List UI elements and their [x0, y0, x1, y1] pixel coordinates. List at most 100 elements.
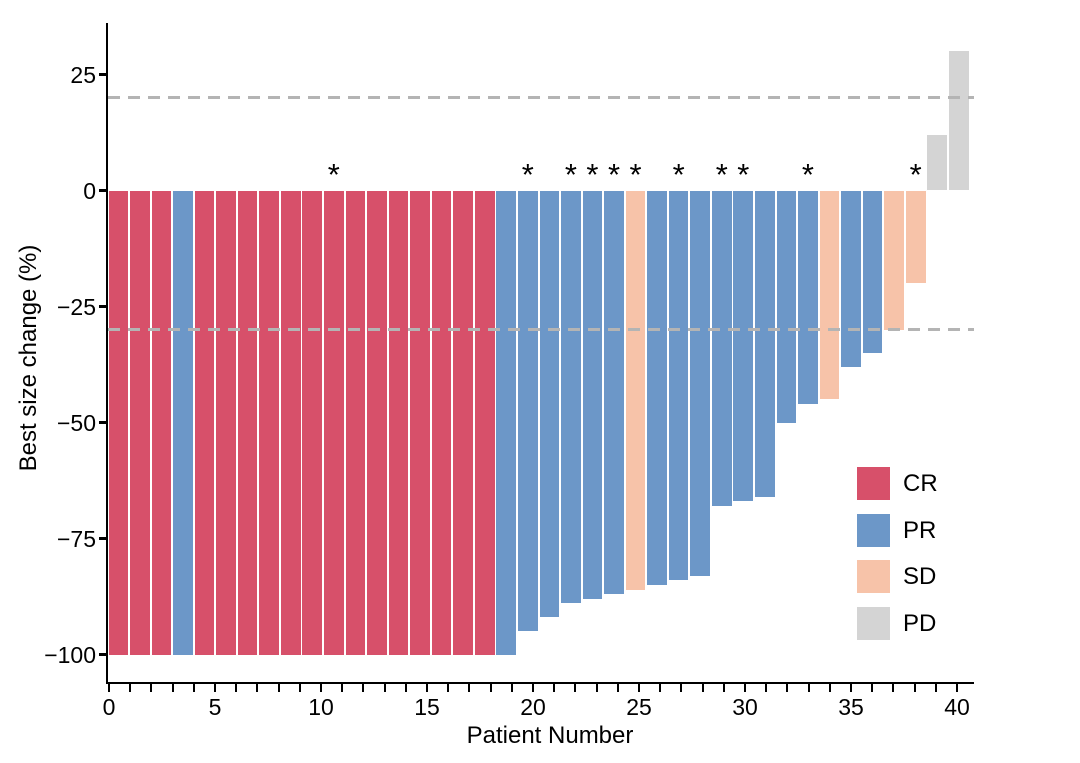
y-axis-tick [99, 537, 106, 540]
bar-patient-33 [798, 190, 818, 404]
y-tick-label: −25 [56, 293, 96, 320]
bar-patient-27 [668, 190, 689, 581]
x-tick-label: 10 [308, 694, 334, 720]
bar-patient-1 [108, 190, 129, 655]
x-axis-tick [765, 684, 768, 692]
bar-patient-16 [431, 190, 452, 655]
x-axis-tick [532, 684, 534, 692]
bar-patient-23 [582, 190, 603, 599]
y-tick-label: 0 [83, 177, 96, 204]
bar-patient-13 [367, 190, 387, 655]
x-axis-tick [214, 684, 216, 692]
asterisk-annotation: * [564, 157, 577, 192]
asterisk-annotation: * [672, 157, 685, 192]
bar-patient-19 [496, 190, 517, 655]
y-axis-tick [99, 653, 106, 656]
y-axis-tick [99, 305, 106, 308]
bar-patient-21 [539, 190, 560, 618]
bar-patient-14 [388, 190, 409, 655]
y-tick-label: −50 [56, 409, 96, 436]
legend-label: CR [903, 470, 938, 497]
x-axis-tick [574, 684, 577, 692]
y-axis-tick [99, 73, 106, 76]
bar-patient-34 [819, 190, 840, 400]
bar-patient-40 [948, 51, 969, 191]
bar-patient-15 [410, 190, 430, 655]
asterisk-annotation: * [521, 157, 534, 192]
bar-patient-9 [280, 190, 301, 655]
legend-row-cr: CR [857, 467, 997, 500]
dashed-reference-line [108, 328, 974, 332]
bar-patient-24 [604, 190, 624, 595]
legend-swatch-pd [857, 606, 890, 640]
x-axis-tick [404, 684, 407, 692]
bar-patient-39 [927, 134, 948, 191]
x-axis-tick [807, 684, 810, 692]
bar-patient-31 [755, 190, 775, 497]
bar-patient-35 [841, 190, 861, 367]
x-axis-line [105, 681, 974, 685]
x-tick-label: 15 [414, 694, 440, 720]
x-axis-tick [701, 684, 704, 692]
x-axis-tick [510, 684, 513, 692]
dashed-reference-line [108, 96, 974, 100]
x-axis-tick [850, 684, 852, 692]
legend-swatch-cr [857, 467, 890, 500]
bar-patient-20 [517, 190, 538, 632]
y-axis-tick [99, 189, 106, 192]
bar-patient-6 [216, 190, 236, 655]
bar-patient-5 [194, 190, 215, 655]
bar-patient-32 [776, 190, 797, 423]
x-axis-tick [192, 684, 195, 692]
x-axis-tick [426, 684, 428, 692]
legend-label: PD [903, 609, 937, 637]
bar-patient-37 [884, 190, 904, 330]
bar-patient-38 [905, 190, 926, 284]
x-axis-tick [150, 684, 153, 692]
bar-patient-29 [711, 190, 732, 507]
y-axis-line [105, 23, 109, 683]
x-axis-tick [659, 684, 662, 692]
bar-patient-11 [324, 190, 344, 655]
x-tick-label: 30 [732, 694, 758, 720]
bar-patient-7 [237, 190, 258, 655]
x-axis-tick [320, 684, 322, 692]
bar-patient-2 [130, 190, 150, 655]
x-axis-tick [638, 684, 640, 692]
legend-row-pd: PD [857, 606, 997, 640]
x-axis-tick [383, 684, 386, 692]
x-axis-tick [934, 684, 937, 692]
asterisk-annotation: * [327, 157, 340, 192]
y-axis-tick [99, 421, 106, 424]
x-axis-tick [341, 684, 344, 692]
x-tick-label: 5 [208, 694, 222, 720]
bar-patient-25 [625, 190, 646, 590]
x-axis-tick [108, 684, 110, 692]
y-tick-label: −75 [56, 525, 96, 552]
x-axis-tick [722, 684, 725, 692]
legend-row-pr: PR [857, 513, 997, 547]
asterisk-annotation: * [607, 157, 621, 192]
x-tick-label: 20 [520, 694, 546, 720]
asterisk-annotation: * [801, 157, 814, 192]
x-axis-tick [786, 684, 789, 692]
x-axis-tick [595, 684, 598, 692]
x-axis-tick [956, 684, 958, 692]
asterisk-annotation: * [715, 157, 728, 192]
x-axis-tick [744, 684, 746, 692]
x-axis-tick [447, 684, 450, 692]
x-axis-tick [235, 684, 238, 692]
bar-patient-22 [561, 190, 581, 604]
x-axis-tick [468, 684, 471, 692]
x-axis-tick [489, 684, 492, 692]
x-axis-tick [680, 684, 683, 692]
bar-patient-30 [733, 190, 754, 502]
x-axis-tick [277, 684, 280, 692]
y-tick-label: 25 [70, 61, 96, 88]
x-tick-label: 0 [102, 694, 116, 720]
bar-patient-36 [862, 190, 883, 353]
legend-swatch-pr [857, 513, 890, 547]
x-tick-label: 35 [838, 694, 864, 720]
